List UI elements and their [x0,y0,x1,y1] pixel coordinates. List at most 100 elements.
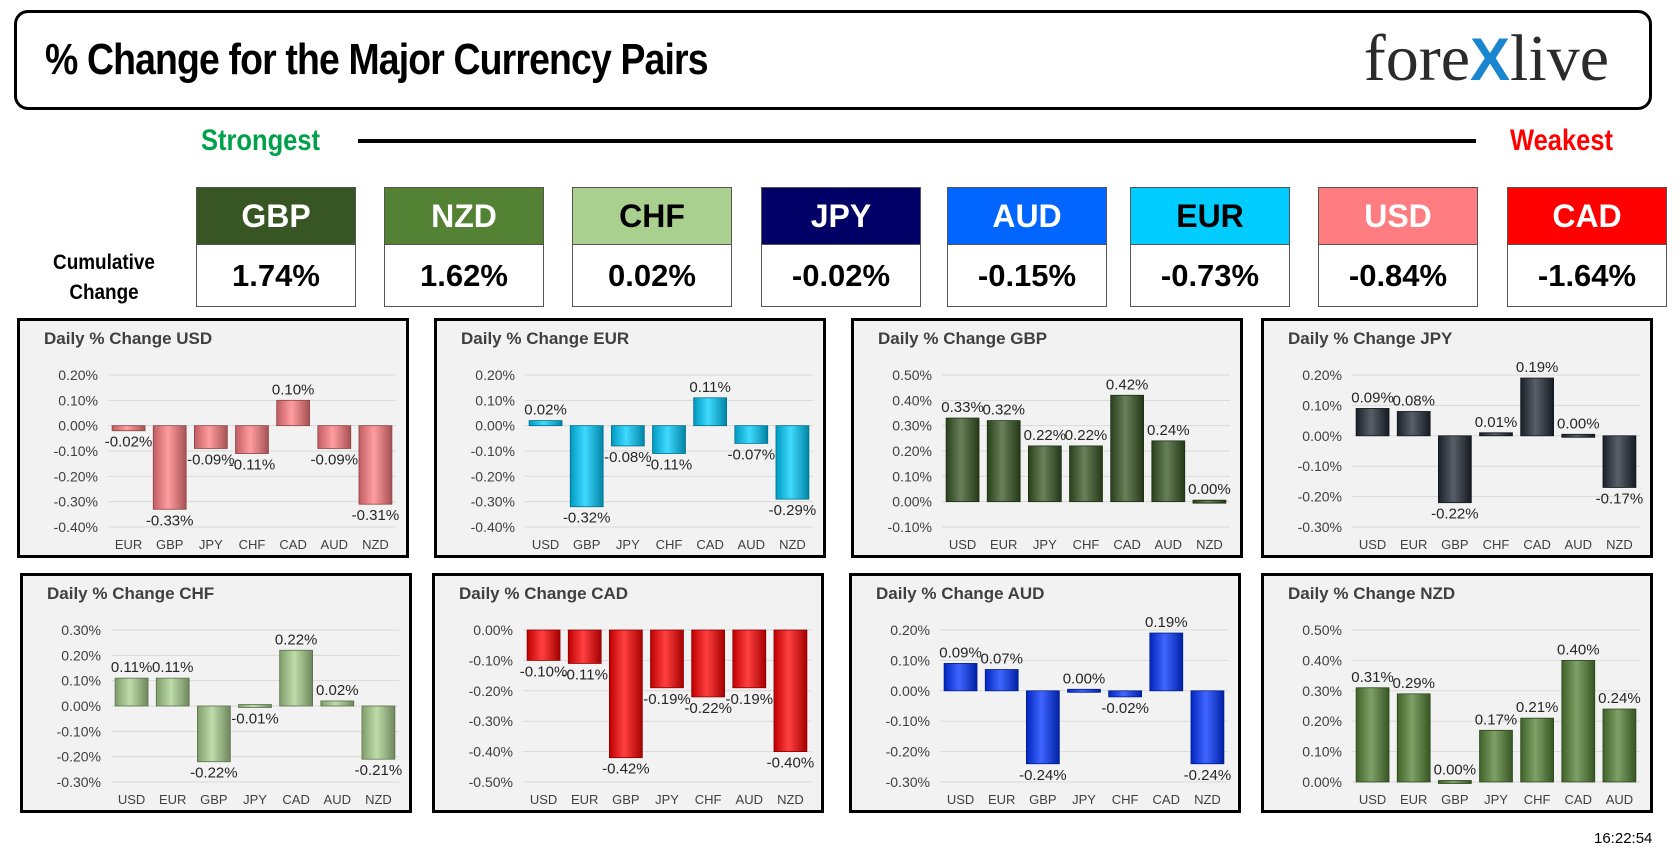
rank-box-eur: EUR -0.73% [1130,187,1290,307]
page-title: % Change for the Major Currency Pairs [45,35,709,84]
bar [1561,660,1596,783]
x-tick-label: AUD [1155,537,1182,552]
data-label: -0.22% [684,700,732,717]
chart-panel-6: 0.00% -0.10% -0.20% -0.30% -0.40% -0.50% -0.10… [432,573,824,813]
rank-currency: AUD [947,187,1107,245]
data-label: -0.24% [1019,767,1067,784]
bar [320,700,355,707]
chart-title: Daily % Change USD [44,329,213,348]
data-label: 0.21% [1516,699,1559,716]
x-tick-label: EUR [159,792,186,807]
bar [1437,780,1472,784]
x-tick-label: NZD [1606,537,1633,552]
y-tick-label: 0.00% [892,494,932,510]
bar [569,425,604,508]
x-tick-label: CAD [1113,537,1140,552]
bar [691,629,725,698]
bar-chart: 0.20% 0.10% 0.00% -0.10% -0.20% -0.30% -0.40% -… [54,367,400,552]
x-tick-label: NZD [365,792,392,807]
y-tick-label: -0.20% [886,744,930,760]
y-tick-label: -0.30% [1298,519,1342,535]
rank-box-aud: AUD -0.15% [947,187,1107,307]
data-label: -0.42% [602,761,650,778]
y-tick-label: 0.00% [1302,774,1342,790]
bar [276,399,310,427]
y-tick-label: 0.00% [890,683,930,699]
chart-panel-7: 0.20% 0.10% 0.00% -0.10% -0.20% -0.30% 0.09% US… [849,573,1241,813]
bar [1069,445,1103,503]
bar [1027,445,1062,503]
bar [1437,435,1472,504]
x-tick-label: CAD [282,792,309,807]
bar [358,425,393,505]
chart-title: Daily % Change NZD [1288,584,1456,603]
x-tick-label: EUR [115,537,142,552]
data-label: 0.07% [980,651,1023,668]
bar [732,629,767,689]
x-tick-label: AUD [324,792,351,807]
bar-chart: 0.20% 0.10% 0.00% -0.10% -0.20% -0.30% -0.40% 0… [471,367,817,552]
data-label: -0.08% [604,449,652,466]
rank-value: 0.02% [572,245,732,307]
bar [238,704,272,708]
y-tick-label: 0.20% [58,367,98,383]
bar [114,677,149,707]
data-label: 0.08% [1392,392,1435,409]
x-tick-label: EUR [990,537,1017,552]
x-tick-label: NZD [1194,792,1221,807]
bar [1396,693,1431,783]
data-label: 0.40% [1557,641,1600,658]
bar [279,649,313,707]
y-tick-label: 0.20% [1302,713,1342,729]
y-tick-label: 0.10% [1302,744,1342,760]
y-tick-label: -0.20% [469,683,513,699]
data-label: -0.02% [105,434,153,451]
x-tick-label: USD [532,537,559,552]
data-label: -0.07% [728,446,776,463]
bar [1479,432,1513,437]
data-label: -0.09% [187,451,235,468]
y-tick-label: 0.00% [1302,428,1342,444]
x-tick-label: AUD [321,537,348,552]
bar [984,669,1019,692]
y-tick-label: -0.10% [469,652,513,668]
data-label: 0.09% [1351,389,1394,406]
data-label: -0.19% [643,691,691,708]
data-label: -0.11% [229,457,275,474]
x-tick-label: CAD [696,537,723,552]
logo-text-left: fore [1363,22,1470,95]
bar [1149,632,1184,692]
x-tick-label: AUD [736,792,763,807]
x-tick-label: CAD [1523,537,1550,552]
data-label: -0.01% [231,711,279,728]
data-label: -0.02% [1101,700,1149,717]
bar [943,663,978,692]
chart-title: Daily % Change AUD [876,584,1045,603]
y-tick-label: 0.30% [892,418,932,434]
y-tick-label: -0.40% [54,519,98,535]
data-label: -0.24% [1184,767,1232,784]
x-tick-label: GBP [1441,792,1468,807]
chart-panel-1: 0.20% 0.10% 0.00% -0.10% -0.20% -0.30% -0.40% -… [17,318,409,558]
data-label: -0.29% [769,502,817,519]
rank-currency: GBP [196,187,356,245]
x-tick-label: CHF [656,537,683,552]
bar [1479,729,1513,783]
bar [652,425,686,454]
y-tick-label: -0.30% [471,494,515,510]
x-tick-label: CHF [239,537,266,552]
bar [650,629,684,689]
data-label: 0.42% [1106,376,1149,393]
bar [1025,690,1060,765]
cumulative-label-line2: Change [69,281,139,304]
data-label: 0.22% [275,631,318,648]
data-label: -0.22% [1431,506,1479,523]
x-tick-label: AUD [1565,537,1592,552]
y-tick-label: -0.10% [1298,458,1342,474]
chart-title: Daily % Change EUR [461,329,630,348]
bar [1602,435,1637,488]
chart-panel-2: 0.20% 0.10% 0.00% -0.10% -0.20% -0.30% -0.40% 0… [434,318,826,558]
y-tick-label: -0.30% [469,713,513,729]
x-tick-label: AUD [738,537,765,552]
x-tick-label: CAD [1565,792,1592,807]
